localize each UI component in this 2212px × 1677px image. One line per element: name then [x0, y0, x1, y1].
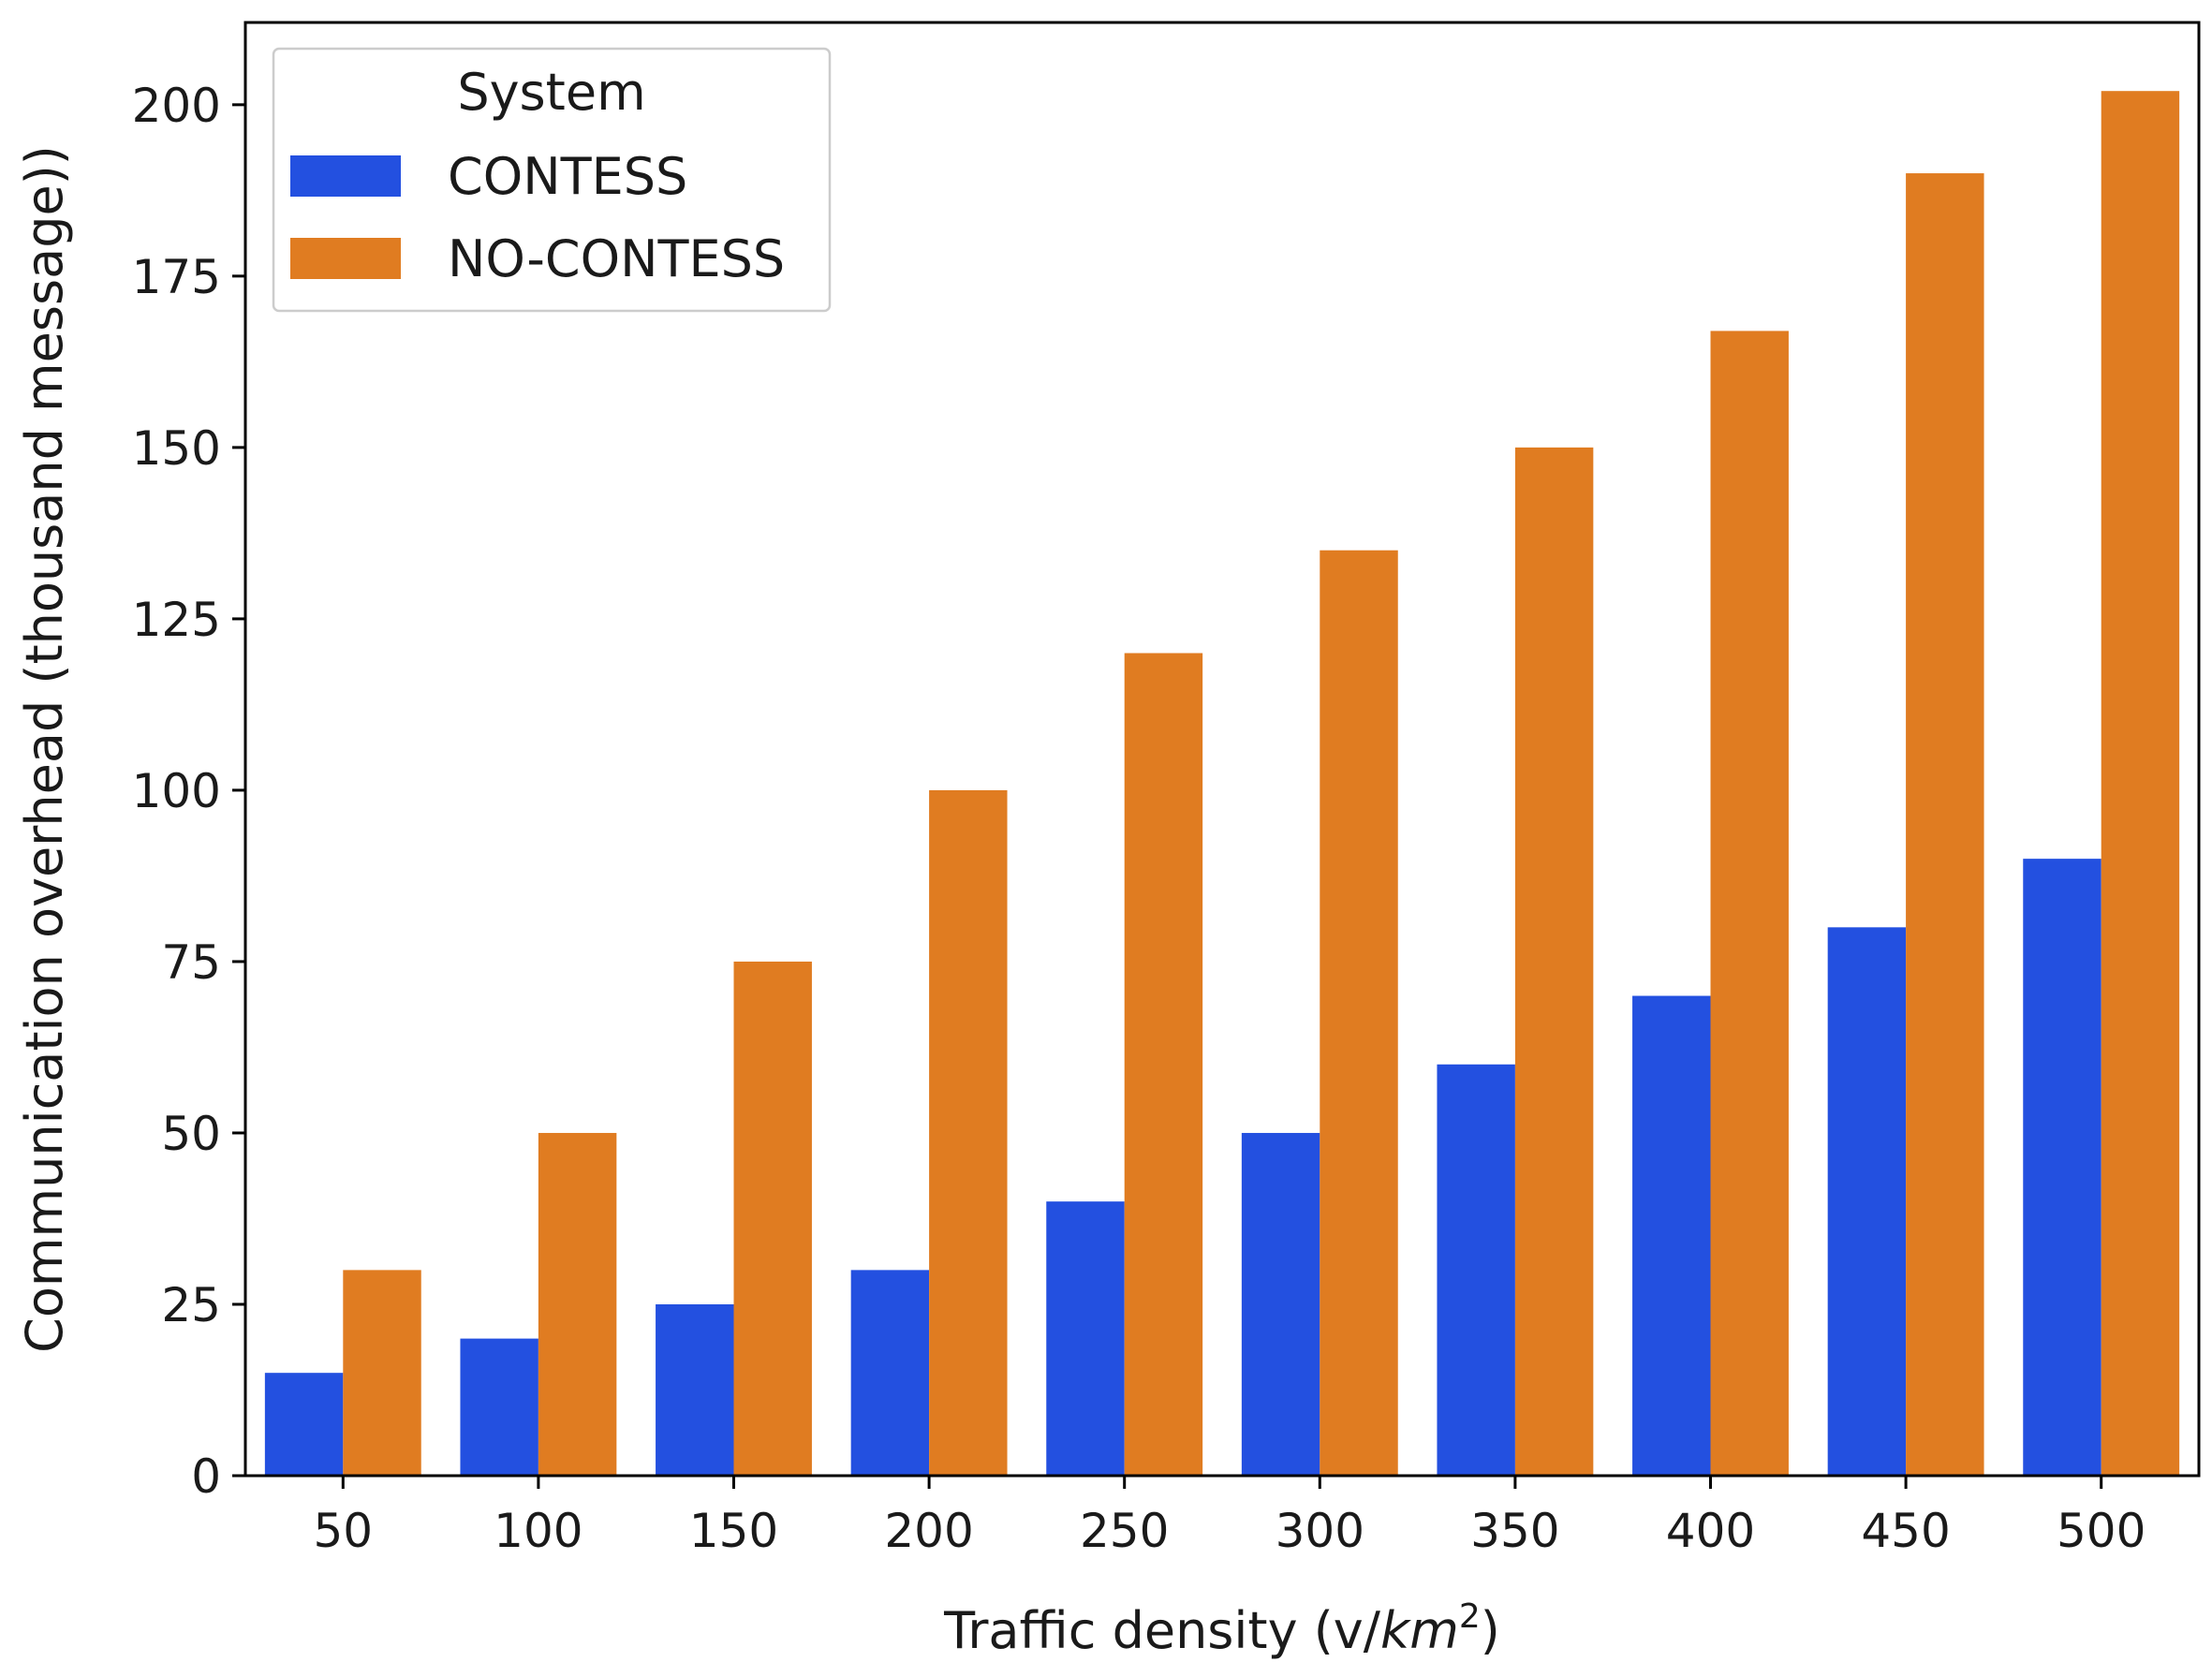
- y-tick-label: 200: [132, 79, 221, 133]
- bar-contess-100: [460, 1338, 538, 1476]
- x-axis: 50 100 150 200 250 300 350 400 450 500: [313, 1476, 2146, 1558]
- y-tick-label: 150: [132, 421, 221, 476]
- x-tick-label: 150: [689, 1504, 778, 1558]
- bar-contess-250: [1046, 1201, 1125, 1476]
- x-tick-label: 300: [1276, 1504, 1364, 1558]
- bar-contess-350: [1437, 1064, 1515, 1476]
- bar-contess-200: [850, 1270, 930, 1476]
- y-tick-label: 100: [132, 764, 221, 818]
- plot-frame: [243, 21, 2201, 1478]
- bar-contess-500: [2023, 859, 2101, 1476]
- x-tick-label: 250: [1080, 1504, 1169, 1558]
- x-axis-label-unit: km: [1380, 1601, 1459, 1660]
- y-tick-label: 25: [161, 1278, 221, 1332]
- bars-group: [264, 91, 2180, 1477]
- legend: System CONTESS NO-CONTESS: [272, 47, 832, 313]
- bar-contess-400: [1632, 995, 1711, 1476]
- legend-swatch-contess: [290, 155, 401, 197]
- bar-no-contess-200: [929, 789, 1008, 1476]
- x-tick-label: 350: [1470, 1504, 1559, 1558]
- bar-no-contess-50: [343, 1270, 421, 1476]
- bar-no-contess-450: [1906, 173, 1984, 1476]
- bar-contess-300: [1241, 1132, 1320, 1476]
- x-tick-label: 500: [2057, 1504, 2146, 1558]
- y-axis-label: Communication overhead (thousand message…: [15, 145, 74, 1353]
- legend-swatch-no-contess: [290, 238, 401, 279]
- bar-contess-50: [264, 1373, 344, 1476]
- y-tick-label: 0: [191, 1449, 221, 1504]
- x-axis-label-main: Traffic density (v/: [943, 1601, 1381, 1660]
- legend-label-no-contess: NO-CONTESS: [448, 229, 785, 288]
- y-tick-label: 75: [161, 935, 221, 990]
- bar-no-contess-150: [733, 961, 812, 1476]
- y-tick-label: 175: [132, 250, 221, 304]
- x-tick-label: 200: [884, 1504, 973, 1558]
- legend-label-contess: CONTESS: [448, 147, 687, 206]
- x-tick-label: 50: [313, 1504, 373, 1558]
- x-axis-label-close: ): [1481, 1601, 1500, 1660]
- x-axis-label: Traffic density (v/km2): [943, 1597, 1500, 1660]
- y-tick-label: 125: [132, 593, 221, 647]
- bar-no-contess-400: [1710, 331, 1789, 1476]
- bar-contess-150: [656, 1303, 734, 1476]
- bar-no-contess-300: [1320, 550, 1398, 1476]
- bar-no-contess-500: [2101, 91, 2180, 1477]
- x-axis-label-sup: 2: [1459, 1597, 1481, 1636]
- bar-contess-450: [1827, 927, 1907, 1476]
- legend-box: [272, 47, 832, 313]
- x-tick-label: 450: [1861, 1504, 1950, 1558]
- y-tick-label: 50: [161, 1107, 221, 1161]
- legend-title: System: [457, 63, 645, 122]
- x-tick-label: 100: [494, 1504, 582, 1558]
- bar-no-contess-350: [1514, 447, 1594, 1477]
- bar-no-contess-100: [538, 1132, 617, 1476]
- bar-no-contess-250: [1124, 653, 1203, 1476]
- y-axis: 0 25 50 75 100 125 150 175 200: [132, 79, 245, 1504]
- x-tick-label: 400: [1666, 1504, 1755, 1558]
